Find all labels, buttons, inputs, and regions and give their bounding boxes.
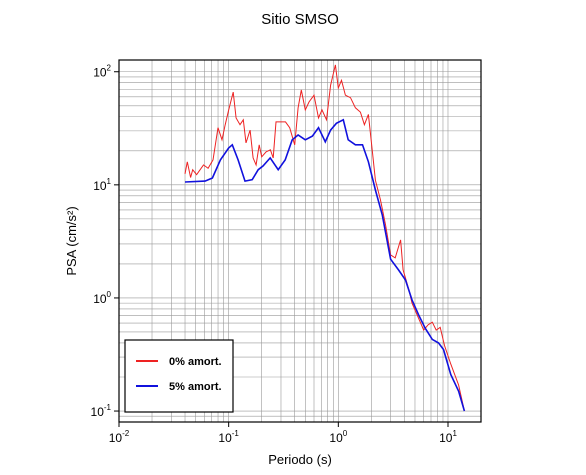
x-axis-label: Periodo (s) (268, 452, 332, 467)
y-tick-label-base: 10 (93, 292, 107, 306)
y-tick-label-base: 10 (93, 66, 107, 80)
x-tick-label-exponent: -2 (122, 429, 130, 438)
y-tick-label-exponent: 1 (107, 177, 112, 186)
legend-label: 5% amort. (169, 381, 222, 393)
x-tick-label-exponent: -1 (232, 429, 240, 438)
x-tick-label-base: 10 (329, 431, 343, 445)
legend-label: 0% amort. (169, 356, 222, 368)
y-tick-label: 102 (93, 64, 111, 80)
x-tick-label: 10-1 (218, 429, 239, 445)
y-tick-label: 100 (93, 290, 111, 306)
chart-title: Sitio SMSO (261, 11, 339, 28)
y-tick-label-exponent: -1 (104, 403, 112, 412)
y-tick-label-exponent: 2 (107, 64, 112, 73)
x-tick-label-exponent: 1 (452, 429, 457, 438)
x-tick-label: 10-2 (109, 429, 130, 445)
x-tick-label-exponent: 0 (343, 429, 348, 438)
y-tick-label-base: 10 (91, 405, 105, 419)
y-axis-label: PSA (cm/s²) (64, 206, 79, 275)
plot-frame (118, 59, 482, 423)
series-line (184, 118, 466, 412)
y-tick-label: 10-1 (91, 403, 112, 419)
legend-box (124, 339, 234, 413)
x-tick-label: 101 (439, 429, 457, 445)
x-tick-label: 100 (329, 429, 347, 445)
x-tick-label-base: 10 (109, 431, 123, 445)
y-tick-label-base: 10 (93, 179, 107, 193)
y-tick-label-exponent: 0 (107, 290, 112, 299)
x-tick-label-base: 10 (218, 431, 232, 445)
x-tick-label-base: 10 (439, 431, 453, 445)
y-tick-label: 101 (93, 177, 111, 193)
